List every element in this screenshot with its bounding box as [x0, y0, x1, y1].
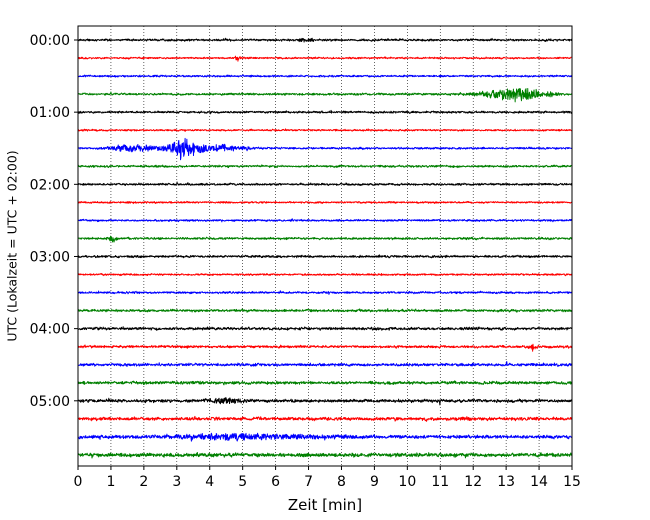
trace-0000	[77, 37, 572, 43]
trace-0500	[77, 397, 573, 406]
x-tick-label-14: 14	[530, 474, 548, 490]
trace-0100	[77, 109, 573, 115]
y-tick-label-5: 05:00	[30, 394, 70, 410]
y-tick-label-4: 04:00	[30, 322, 70, 338]
trace-0200	[77, 181, 573, 187]
trace-0215	[77, 200, 573, 205]
trace-0045	[77, 88, 573, 103]
x-tick-label-10: 10	[398, 474, 416, 490]
x-tick-label-11: 11	[431, 474, 449, 490]
x-tick-label-15: 15	[563, 474, 581, 490]
x-tick-label-9: 9	[370, 474, 379, 490]
x-tick-label-1: 1	[106, 474, 115, 490]
x-tick-label-7: 7	[304, 474, 313, 490]
trace-0230	[77, 218, 573, 223]
x-tick-label-12: 12	[464, 474, 482, 490]
trace-0400	[77, 326, 572, 331]
trace-0545	[77, 451, 573, 459]
vertical-gridlines	[110, 26, 540, 466]
y-axis-ticks: 00:00 01:00 02:00 03:00 04:00 05:00	[30, 33, 78, 410]
trace-0015	[77, 55, 573, 62]
y-tick-label-1: 01:00	[30, 105, 70, 121]
trace-0445	[77, 380, 573, 386]
y-tick-label-0: 00:00	[30, 33, 70, 49]
x-tick-label-5: 5	[238, 474, 247, 490]
x-axis-title: Zeit [min]	[288, 496, 362, 514]
y-tick-label-2: 02:00	[30, 177, 70, 193]
y-axis-title: UTC (Lokalzeit = UTC + 02:00)	[4, 150, 19, 341]
trace-0345	[77, 308, 573, 313]
trace-group	[77, 37, 573, 459]
x-tick-label-0: 0	[74, 474, 83, 490]
trace-0245	[77, 235, 573, 243]
x-tick-label-3: 3	[172, 474, 181, 490]
trace-0145	[77, 164, 573, 169]
trace-0030	[77, 74, 572, 78]
x-tick-label-6: 6	[271, 474, 280, 490]
trace-0530	[77, 432, 573, 442]
trace-0315	[77, 272, 573, 277]
x-tick-label-13: 13	[497, 474, 515, 490]
y-tick-label-3: 03:00	[30, 249, 70, 265]
x-tick-label-2: 2	[139, 474, 148, 490]
trace-0330	[77, 290, 573, 295]
trace-0430	[77, 361, 573, 367]
trace-0300	[77, 254, 573, 259]
plot-frame	[77, 25, 573, 467]
trace-0415	[77, 343, 573, 352]
x-tick-label-8: 8	[337, 474, 346, 490]
x-tick-label-4: 4	[205, 474, 214, 490]
trace-0515	[77, 415, 573, 422]
x-axis-ticks: 0 1 2 3 4 5 6 7 8 9 10 11 12 13 14 15	[74, 466, 581, 490]
trace-0130	[77, 137, 573, 161]
trace-0115	[77, 128, 573, 132]
